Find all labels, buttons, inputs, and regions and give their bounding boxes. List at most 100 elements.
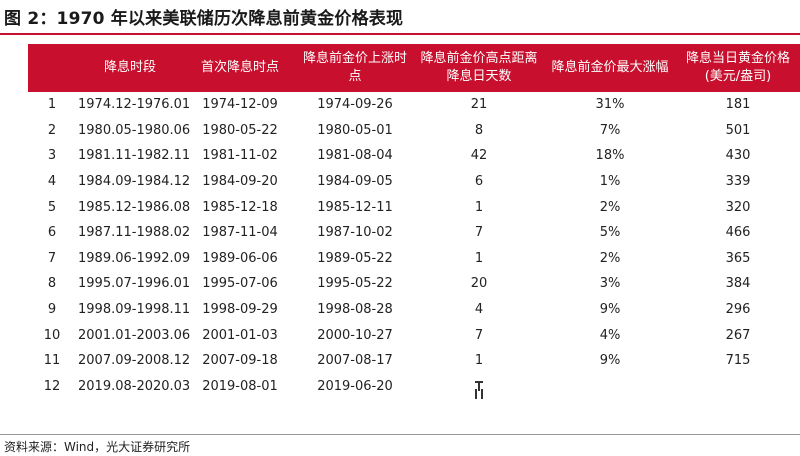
table-body: 1 1974.12-1976.01 1974-12-09 1974-09-26 21 31… (28, 92, 800, 399)
cell-days: 4 (474, 302, 484, 318)
cell-rise-point: 2000-10-27 (317, 327, 393, 343)
cell-days: 1 (474, 199, 484, 215)
cell-period: 1998.09-1998.11 (78, 302, 191, 318)
cell-price (676, 374, 800, 400)
cell-period: 2019.08-2020.03 (78, 378, 191, 394)
cell-first-cut: 1985-12-18 (202, 199, 278, 215)
cell-days: 21 (470, 97, 488, 113)
cell-rise-point: 1989-05-22 (317, 250, 393, 266)
cell-rise-point: 1987-10-02 (317, 225, 393, 241)
cell-index: 11 (43, 353, 61, 369)
cell-days (414, 374, 544, 400)
gold-price-table: 降息时段 首次降息时点 降息前金价上涨时点 降息前金价高点距离降息日天数 降息前… (28, 44, 800, 399)
cell-price: 320 (725, 199, 751, 215)
cell-period: 1989.06-1992.09 (78, 250, 191, 266)
cell-max-gain: 9% (599, 302, 621, 318)
cell-max-gain: 2% (599, 250, 621, 266)
cell-index: 5 (47, 199, 57, 215)
table-row: 11 2007.09-2008.12 2007-09-18 2007-08-17 1 9%… (28, 348, 800, 374)
cell-first-cut: 1995-07-06 (202, 276, 278, 292)
cell-days: 6 (474, 174, 484, 190)
cell-first-cut: 1974-12-09 (202, 97, 278, 113)
cell-days: 7 (474, 225, 484, 241)
cell-period: 1985.12-1986.08 (78, 199, 191, 215)
cell-days: 1 (474, 250, 484, 266)
header-row: 降息时段 首次降息时点 降息前金价上涨时点 降息前金价高点距离降息日天数 降息前… (28, 44, 800, 92)
cell-rise-point: 1980-05-01 (317, 122, 393, 138)
cell-period: 2001.01-2003.06 (78, 327, 191, 343)
cell-max-gain: 31% (595, 97, 625, 113)
cell-max-gain: 18% (595, 148, 625, 164)
cell-index: 3 (47, 148, 57, 164)
cell-max-gain: 4% (599, 327, 621, 343)
cell-price: 430 (725, 148, 751, 164)
cell-period: 1980.05-1980.06 (78, 122, 191, 138)
cell-rise-point: 2007-08-17 (317, 353, 393, 369)
cell-index: 2 (47, 122, 57, 138)
cell-days: 20 (470, 276, 488, 292)
header-max-gain: 降息前金价最大涨幅 (544, 44, 676, 92)
table-row: 12 2019.08-2020.03 2019-08-01 2019-06-20 (28, 374, 800, 400)
header-period: 降息时段 (76, 44, 184, 92)
cell-days: 8 (474, 122, 484, 138)
cell-days: 1 (474, 353, 484, 369)
cell-rise-point: 1998-08-28 (317, 302, 393, 318)
header-rise-point: 降息前金价上涨时点 (296, 44, 414, 92)
cell-rise-point: 1984-09-05 (317, 174, 393, 190)
cell-max-gain: 3% (599, 276, 621, 292)
cell-period: 1984.09-1984.12 (78, 174, 191, 190)
header-index (28, 44, 76, 92)
cropped-glyph (474, 380, 484, 392)
cell-index: 7 (47, 250, 57, 266)
table-row: 1 1974.12-1976.01 1974-12-09 1974-09-26 21 31… (28, 92, 800, 118)
table-row: 9 1998.09-1998.11 1998-09-29 1998-08-28 4 9% 2… (28, 297, 800, 323)
cell-rise-point: 1974-09-26 (317, 97, 393, 113)
cell-rise-point: 1995-05-22 (317, 276, 393, 292)
table-row: 10 2001.01-2003.06 2001-01-03 2000-10-27 7 4%… (28, 322, 800, 348)
cell-price: 384 (725, 276, 751, 292)
cell-index: 10 (43, 327, 61, 343)
table-row: 2 1980.05-1980.06 1980-05-22 1980-05-01 8 7% 5… (28, 118, 800, 144)
cell-index: 4 (47, 174, 57, 190)
cell-first-cut: 2019-08-01 (202, 378, 278, 394)
cell-rise-point: 2019-06-20 (317, 378, 393, 394)
cell-rise-point: 1981-08-04 (317, 148, 393, 164)
cell-price: 296 (725, 302, 751, 318)
cell-first-cut: 1984-09-20 (202, 174, 278, 190)
cell-first-cut: 1998-09-29 (202, 302, 278, 318)
cell-rise-point: 1985-12-11 (317, 199, 393, 215)
cell-max-gain: 2% (599, 199, 621, 215)
header-days-from-peak: 降息前金价高点距离降息日天数 (414, 44, 544, 92)
cell-index: 8 (47, 276, 57, 292)
cell-days: 42 (470, 148, 488, 164)
bottom-divider (0, 434, 800, 435)
cell-first-cut: 1981-11-02 (202, 148, 278, 164)
cell-max-gain: 7% (599, 122, 621, 138)
title-divider (0, 33, 800, 35)
table-row: 5 1985.12-1986.08 1985-12-18 1985-12-11 1 2% 3… (28, 194, 800, 220)
header-first-cut: 首次降息时点 (184, 44, 296, 92)
cell-index: 9 (47, 302, 57, 318)
cell-max-gain (544, 374, 676, 400)
table-row: 7 1989.06-1992.09 1989-06-06 1989-05-22 1 2% 3… (28, 246, 800, 272)
cell-price: 267 (725, 327, 751, 343)
table-row: 6 1987.11-1988.02 1987-11-04 1987-10-02 7 5% 4… (28, 220, 800, 246)
cell-price: 466 (725, 225, 751, 241)
cell-price: 181 (725, 97, 751, 113)
table-row: 3 1981.11-1982.11 1981-11-02 1981-08-04 42 18… (28, 143, 800, 169)
cell-period: 1995.07-1996.01 (78, 276, 191, 292)
figure-title: 图 2：1970 年以来美联储历次降息前黄金价格表现 (4, 9, 404, 29)
table-row: 4 1984.09-1984.12 1984-09-20 1984-09-05 6 1% 3… (28, 169, 800, 195)
cell-period: 1974.12-1976.01 (78, 97, 191, 113)
cell-period: 1981.11-1982.11 (78, 148, 191, 164)
cell-first-cut: 2007-09-18 (202, 353, 278, 369)
cell-index: 12 (43, 378, 61, 394)
cell-price: 715 (725, 353, 751, 369)
cell-price: 501 (725, 122, 751, 138)
cell-max-gain: 1% (599, 174, 621, 190)
cell-first-cut: 1989-06-06 (202, 250, 278, 266)
cell-price: 365 (725, 250, 751, 266)
header-price-on-cut: 降息当日黄金价格(美元/盎司) (676, 44, 800, 92)
table-header: 降息时段 首次降息时点 降息前金价上涨时点 降息前金价高点距离降息日天数 降息前… (28, 44, 800, 92)
